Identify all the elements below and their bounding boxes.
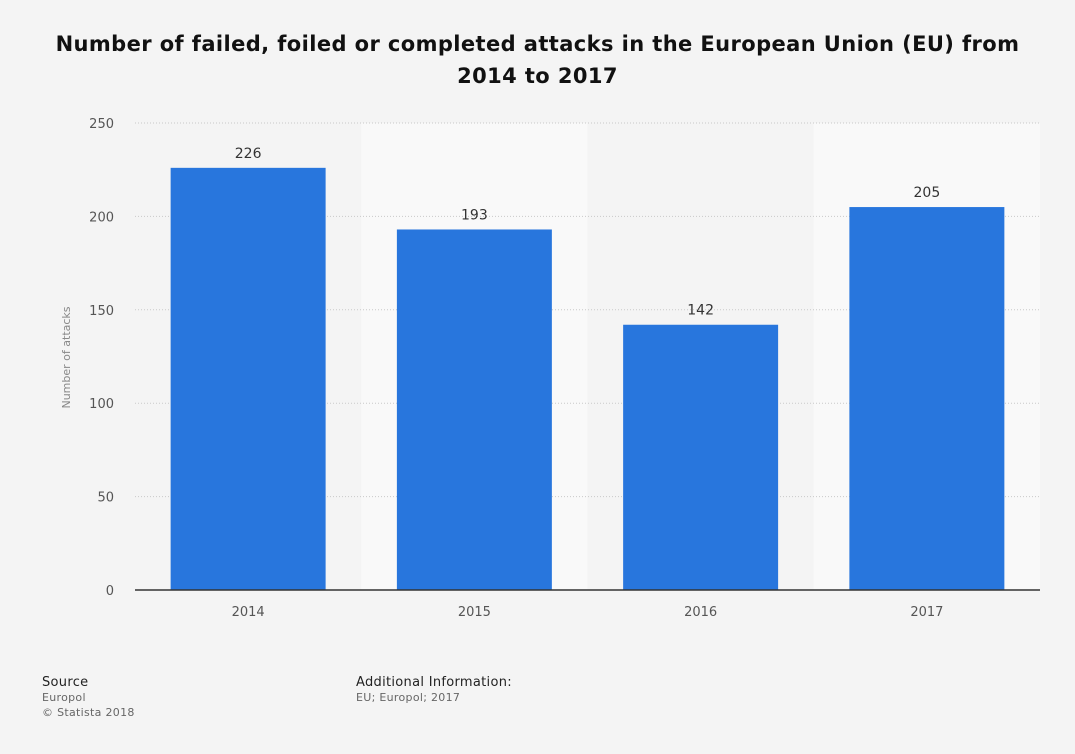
axes: 0 50 100 150 200 250 Number of attacks 2014 2015… <box>60 117 1040 620</box>
y-tick-label: 250 <box>89 117 114 132</box>
bar-2014[interactable] <box>170 167 326 590</box>
y-tick-label: 200 <box>89 210 114 225</box>
source-heading: Source <box>42 675 89 690</box>
additional-info-block: Additional Information: EU; Europol; 201… <box>356 675 512 705</box>
chart-title: Number of failed, foiled or completed at… <box>55 32 1020 88</box>
data-labels: 226 193 142 205 <box>235 146 940 319</box>
x-tick-label: 2017 <box>910 605 943 620</box>
bars <box>170 167 1005 590</box>
copyright-text: © Statista 2018 <box>42 706 135 719</box>
y-tick-label: 150 <box>89 304 114 319</box>
y-tick-label: 100 <box>89 397 114 412</box>
additional-info-heading: Additional Information: <box>356 675 512 690</box>
bar-2017[interactable] <box>849 207 1005 590</box>
data-label: 142 <box>687 303 714 319</box>
bar-2015[interactable] <box>396 229 552 590</box>
x-tick-label: 2015 <box>458 605 491 620</box>
source-block: Source Europol © Statista 2018 <box>42 675 135 720</box>
source-name[interactable]: Europol <box>42 691 86 704</box>
data-label: 205 <box>914 185 941 201</box>
data-label: 193 <box>461 207 488 223</box>
additional-info-text: EU; Europol; 2017 <box>356 691 461 704</box>
y-tick-label: 50 <box>97 491 114 506</box>
data-label: 226 <box>235 146 262 162</box>
bar-2016[interactable] <box>623 324 779 590</box>
x-tick-label: 2016 <box>684 605 717 620</box>
y-tick-label: 0 <box>106 584 114 599</box>
x-tick-label: 2014 <box>232 605 265 620</box>
y-axis-title: Number of attacks <box>60 306 73 408</box>
